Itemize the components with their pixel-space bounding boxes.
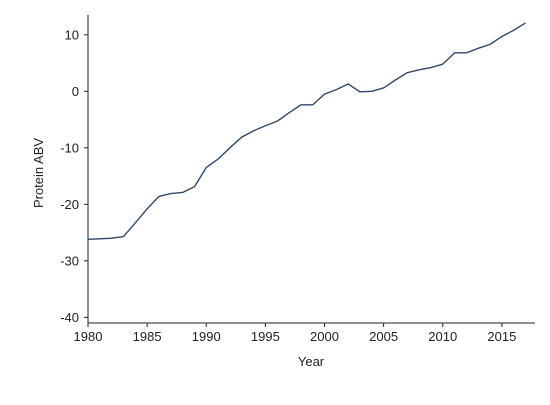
x-tick-label: 1980 bbox=[74, 329, 103, 344]
x-axis-title: Year bbox=[298, 354, 325, 369]
x-tick-label: 2000 bbox=[310, 329, 339, 344]
ticks: 1980 1985 1990 1995 2000 2005 2010 2015 -40 -30 -2… bbox=[60, 27, 516, 344]
y-tick-label: -10 bbox=[60, 140, 79, 155]
y-axis-title: Protein ABV bbox=[31, 138, 46, 208]
y-tick-label: 0 bbox=[72, 84, 79, 99]
x-tick-label: 2015 bbox=[487, 329, 516, 344]
series-line-1 bbox=[87, 22, 526, 241]
y-tick-label: -40 bbox=[60, 310, 79, 325]
x-tick-label: 1995 bbox=[251, 329, 280, 344]
x-tick-label: 1985 bbox=[133, 329, 162, 344]
series bbox=[87, 22, 526, 241]
axes bbox=[87, 15, 535, 324]
x-tick-label: 2005 bbox=[369, 329, 398, 344]
y-tick-label: 10 bbox=[65, 27, 79, 42]
x-tick-label: 1990 bbox=[192, 329, 221, 344]
y-tick-label: -20 bbox=[60, 197, 79, 212]
y-tick-label: -30 bbox=[60, 253, 79, 268]
x-tick-label: 2010 bbox=[428, 329, 457, 344]
